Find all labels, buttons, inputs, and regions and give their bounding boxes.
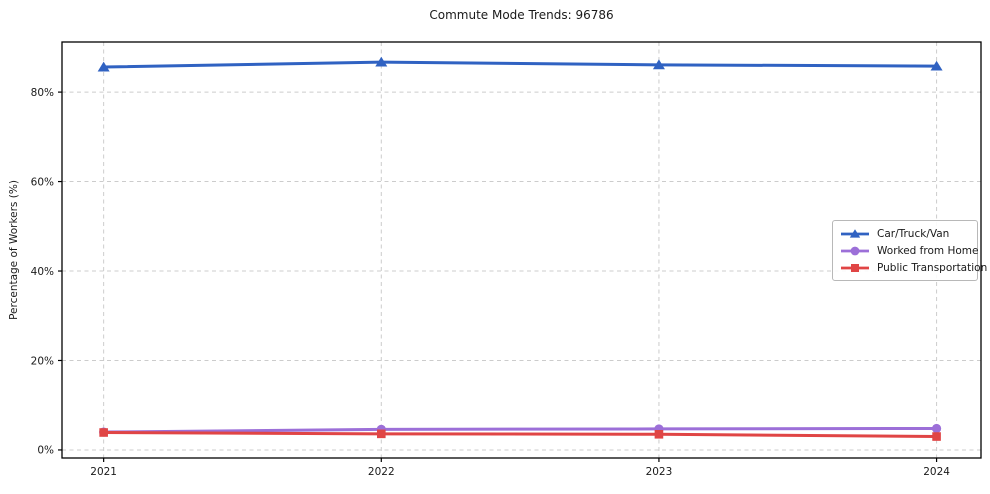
series-line-0: [102, 60, 939, 69]
legend-item-0: Car/Truck/Van: [839, 225, 971, 242]
series-2-marker-square: [654, 429, 664, 439]
y-axis-label: Percentage of Workers (%): [8, 180, 20, 320]
series-0-marker-triangle: [97, 61, 110, 72]
plot-border: [61, 41, 982, 459]
legend-label: Worked from Home: [877, 244, 979, 257]
legend-label: Public Transportation: [877, 261, 988, 274]
legend: Car/Truck/Van Worked from Home Public Tran…: [832, 220, 987, 281]
chart-title: Commute Mode Trends: 96786: [429, 8, 614, 22]
y-tick-label: 0%: [37, 445, 54, 457]
legend-label: Car/Truck/Van: [877, 227, 950, 240]
series-2-marker-square: [376, 429, 386, 439]
y-tick-label: 20%: [31, 355, 54, 367]
legend-item-2: Public Transportation: [839, 259, 987, 276]
series-2-marker-square: [932, 432, 941, 441]
y-tick-label: 40%: [31, 266, 54, 278]
legend-item-1: Worked from Home: [839, 242, 978, 259]
x-tick-label: 2023: [646, 466, 673, 478]
series-2-marker-square: [99, 428, 108, 437]
legend-sample-circle-icon: [841, 246, 869, 255]
series-0-marker-triangle: [652, 59, 665, 70]
legend-sample-square-icon: [841, 263, 869, 272]
series-0-marker-triangle: [375, 56, 388, 67]
legend-sample-triangle-icon: [841, 228, 869, 238]
series-1-marker-circle: [931, 423, 942, 434]
x-tick-label: 2024: [923, 466, 950, 478]
y-tick-label: 80%: [31, 87, 54, 99]
series-line-1: [102, 426, 939, 434]
x-tick-label: 2022: [368, 466, 395, 478]
y-tick-label: 60%: [31, 176, 54, 188]
series-0-marker-triangle: [930, 60, 943, 71]
series-line-2: [102, 431, 939, 439]
x-tick-label: 2021: [90, 466, 117, 478]
